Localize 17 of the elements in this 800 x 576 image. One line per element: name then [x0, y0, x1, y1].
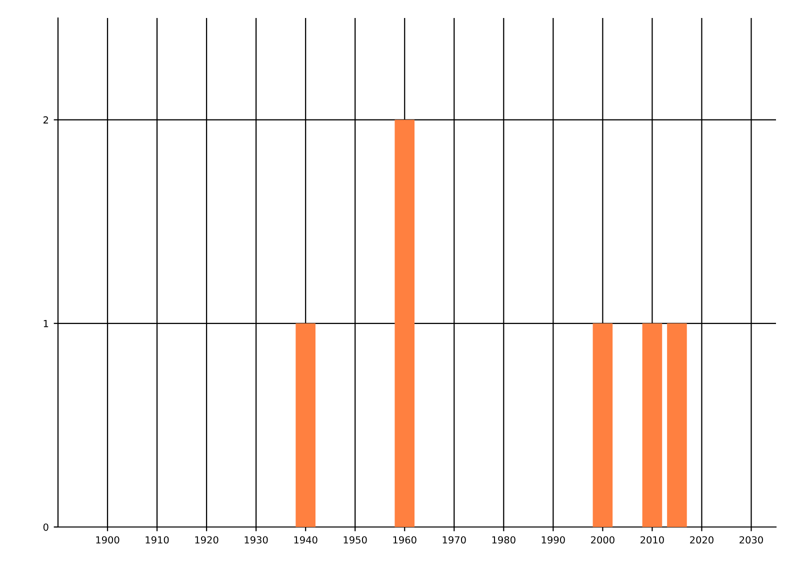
y-tick-label: 2	[44, 116, 48, 124]
x-tick-label: 2010	[640, 536, 664, 544]
y-tick-label: 0	[43, 523, 48, 531]
x-tick-label: 2030	[740, 536, 763, 544]
x-tick-label: 1950	[344, 536, 367, 544]
x-tick-label: 1900	[96, 536, 120, 544]
y-tick-label: 1	[44, 320, 48, 328]
x-tick-label: 2000	[591, 536, 614, 544]
x-tick-label: 1940	[294, 536, 318, 544]
x-tick-label: 1960	[393, 536, 416, 544]
x-tick-label: 1980	[492, 536, 516, 544]
x-tick-label: 2020	[690, 536, 714, 544]
x-tick-label: 1990	[542, 536, 565, 544]
x-tick-label: 1970	[442, 536, 466, 544]
x-tick-label: 1920	[195, 536, 218, 544]
x-tick-label: 1910	[146, 536, 169, 544]
x-tick-label: 1930	[244, 536, 268, 544]
